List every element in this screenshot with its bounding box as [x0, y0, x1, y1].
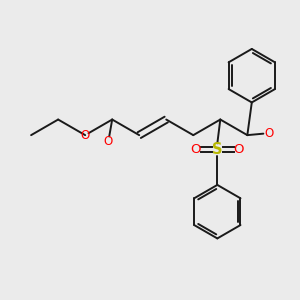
Text: O: O: [264, 127, 273, 140]
Text: O: O: [80, 129, 90, 142]
Text: S: S: [212, 142, 223, 157]
Text: O: O: [233, 143, 244, 156]
Text: O: O: [103, 135, 112, 148]
Text: O: O: [191, 143, 201, 156]
